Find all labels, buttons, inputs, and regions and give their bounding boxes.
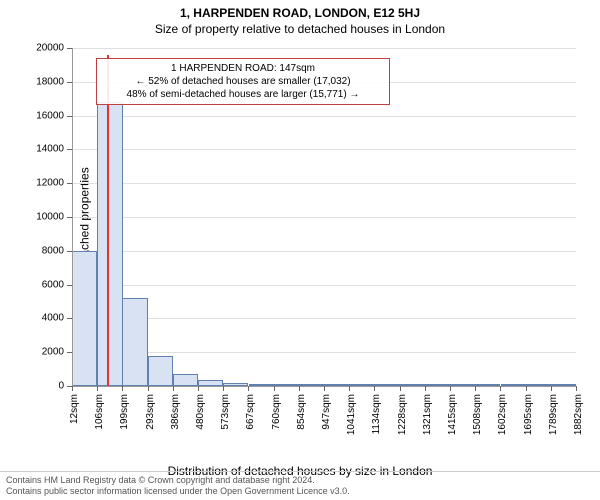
annotation-box: 1 HARPENDEN ROAD: 147sqm ← 52% of detach… <box>96 58 390 105</box>
gridline <box>72 116 576 117</box>
gridline <box>72 217 576 218</box>
x-tick-mark <box>500 386 501 391</box>
y-tick-label: 8000 <box>24 245 64 256</box>
x-tick-label: 1321sqm <box>422 394 433 435</box>
x-tick-label: 12sqm <box>69 394 80 424</box>
x-tick-label: 1508sqm <box>472 394 483 435</box>
x-tick-mark <box>475 386 476 391</box>
x-tick-label: 1695sqm <box>523 394 534 435</box>
footer: Contains HM Land Registry data © Crown c… <box>0 471 600 500</box>
x-tick-mark <box>425 386 426 391</box>
annotation-line2: ← 52% of detached houses are smaller (17… <box>103 75 383 88</box>
x-tick-label: 573sqm <box>220 394 231 430</box>
annotation-line1: 1 HARPENDEN ROAD: 147sqm <box>103 62 383 75</box>
x-tick-mark <box>450 386 451 391</box>
y-tick-label: 14000 <box>24 144 64 155</box>
y-tick-mark <box>67 318 72 319</box>
x-tick-mark <box>526 386 527 391</box>
x-tick-label: 1415sqm <box>447 394 458 435</box>
chart-container: 1, HARPENDEN ROAD, LONDON, E12 5HJ Size … <box>0 0 600 500</box>
x-tick-mark <box>400 386 401 391</box>
x-tick-mark <box>122 386 123 391</box>
x-tick-mark <box>148 386 149 391</box>
x-tick-mark <box>173 386 174 391</box>
footer-line2: Contains public sector information licen… <box>6 486 594 497</box>
x-tick-mark <box>274 386 275 391</box>
y-tick-label: 18000 <box>24 76 64 87</box>
x-tick-mark <box>97 386 98 391</box>
gridline <box>72 149 576 150</box>
x-tick-mark <box>576 386 577 391</box>
x-tick-label: 293sqm <box>145 394 156 430</box>
x-tick-mark <box>551 386 552 391</box>
x-tick-label: 199sqm <box>119 394 130 430</box>
x-tick-label: 1789sqm <box>548 394 559 435</box>
x-tick-mark <box>223 386 224 391</box>
y-tick-label: 0 <box>24 381 64 392</box>
y-tick-mark <box>67 251 72 252</box>
histogram-bar <box>72 251 97 386</box>
gridline <box>72 318 576 319</box>
y-tick-mark <box>67 217 72 218</box>
x-tick-mark <box>374 386 375 391</box>
x-tick-label: 1602sqm <box>497 394 508 435</box>
gridline <box>72 352 576 353</box>
gridline <box>72 251 576 252</box>
x-tick-mark <box>324 386 325 391</box>
y-tick-mark <box>67 48 72 49</box>
x-tick-mark <box>72 386 73 391</box>
x-tick-mark <box>198 386 199 391</box>
y-tick-label: 20000 <box>24 43 64 54</box>
x-tick-label: 854sqm <box>296 394 307 430</box>
y-tick-mark <box>67 183 72 184</box>
x-tick-label: 1134sqm <box>371 394 382 434</box>
annotation-line3: 48% of semi-detached houses are larger (… <box>103 88 383 101</box>
x-tick-label: 1041sqm <box>346 394 357 435</box>
x-tick-label: 667sqm <box>245 394 256 430</box>
x-tick-label: 1882sqm <box>573 394 584 435</box>
y-tick-mark <box>67 82 72 83</box>
gridline <box>72 183 576 184</box>
x-tick-label: 760sqm <box>271 394 282 430</box>
y-tick-label: 12000 <box>24 178 64 189</box>
y-tick-label: 4000 <box>24 313 64 324</box>
x-tick-mark <box>299 386 300 391</box>
x-tick-mark <box>349 386 350 391</box>
x-tick-label: 1228sqm <box>397 394 408 435</box>
histogram-bar <box>173 374 198 386</box>
histogram-bar <box>122 298 147 386</box>
x-tick-label: 386sqm <box>170 394 181 430</box>
y-tick-mark <box>67 116 72 117</box>
y-tick-mark <box>67 285 72 286</box>
y-tick-mark <box>67 352 72 353</box>
x-tick-mark <box>248 386 249 391</box>
y-tick-label: 16000 <box>24 110 64 121</box>
histogram-bar <box>148 356 173 386</box>
y-axis <box>72 48 73 386</box>
chart-title: 1, HARPENDEN ROAD, LONDON, E12 5HJ <box>0 0 600 20</box>
x-tick-label: 106sqm <box>94 394 105 430</box>
gridline <box>72 285 576 286</box>
gridline <box>72 48 576 49</box>
x-tick-label: 480sqm <box>195 394 206 430</box>
histogram-bar <box>97 102 122 386</box>
y-tick-mark <box>67 149 72 150</box>
y-tick-label: 2000 <box>24 347 64 358</box>
y-tick-label: 6000 <box>24 279 64 290</box>
y-tick-label: 10000 <box>24 212 64 223</box>
footer-line1: Contains HM Land Registry data © Crown c… <box>6 475 594 486</box>
chart-subtitle: Size of property relative to detached ho… <box>0 20 600 36</box>
x-tick-label: 947sqm <box>321 394 332 430</box>
